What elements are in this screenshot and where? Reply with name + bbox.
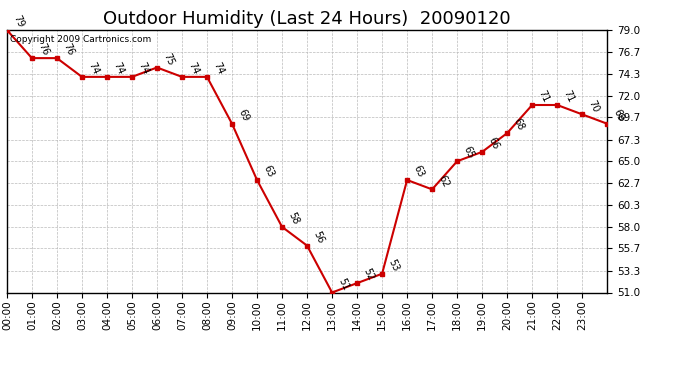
Text: 58: 58 bbox=[286, 211, 301, 226]
Text: 71: 71 bbox=[562, 89, 575, 104]
Text: 65: 65 bbox=[462, 145, 475, 160]
Text: 63: 63 bbox=[262, 164, 275, 179]
Text: 74: 74 bbox=[136, 61, 150, 76]
Text: 69: 69 bbox=[611, 108, 626, 123]
Title: Outdoor Humidity (Last 24 Hours)  20090120: Outdoor Humidity (Last 24 Hours) 2009012… bbox=[104, 10, 511, 28]
Text: 74: 74 bbox=[111, 61, 126, 76]
Text: 74: 74 bbox=[186, 61, 201, 76]
Text: 79: 79 bbox=[11, 14, 26, 29]
Text: 71: 71 bbox=[536, 89, 551, 104]
Text: 56: 56 bbox=[311, 230, 326, 245]
Text: Copyright 2009 Cartronics.com: Copyright 2009 Cartronics.com bbox=[10, 35, 151, 44]
Text: 76: 76 bbox=[36, 42, 50, 57]
Text: 52: 52 bbox=[362, 267, 375, 282]
Text: 62: 62 bbox=[436, 173, 451, 189]
Text: 74: 74 bbox=[86, 61, 101, 76]
Text: 66: 66 bbox=[486, 136, 500, 151]
Text: 74: 74 bbox=[211, 61, 226, 76]
Text: 63: 63 bbox=[411, 164, 426, 179]
Text: 51: 51 bbox=[336, 276, 351, 292]
Text: 53: 53 bbox=[386, 258, 401, 273]
Text: 69: 69 bbox=[236, 108, 250, 123]
Text: 70: 70 bbox=[586, 98, 601, 114]
Text: 75: 75 bbox=[161, 51, 175, 67]
Text: 76: 76 bbox=[61, 42, 75, 57]
Text: 68: 68 bbox=[511, 117, 526, 132]
